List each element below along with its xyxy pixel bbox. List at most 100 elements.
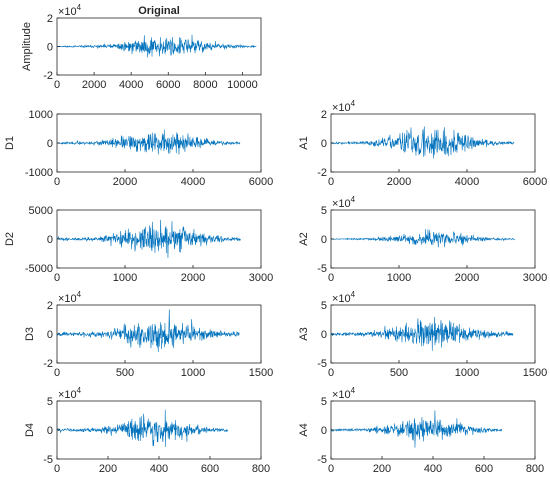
x-tick-label: 1000: [455, 367, 479, 379]
y-tick-label: 0: [321, 425, 327, 437]
y-axis-label: A4: [298, 423, 310, 436]
y-axis-label: D4: [24, 423, 36, 437]
exponent-power: 4: [351, 195, 356, 204]
y-tick-label: -5: [317, 358, 327, 370]
y-tick-label: 0: [47, 138, 53, 150]
y-tick-label: -5000: [25, 263, 53, 275]
signal-line: [330, 316, 514, 351]
exponent-power: 4: [77, 3, 82, 12]
exponent-label: ×104: [58, 290, 82, 305]
x-tick-label: 6000: [156, 79, 180, 91]
y-tick-label: -5: [317, 263, 327, 275]
y-tick-label: 0: [47, 329, 53, 341]
exponent-label: ×104: [332, 386, 356, 401]
signal-line: [330, 410, 503, 448]
y-tick-label: 2: [47, 13, 53, 25]
x-tick-label: 500: [390, 367, 408, 379]
x-tick-label: 8000: [193, 79, 217, 91]
x-tick-label: 3000: [523, 272, 547, 284]
x-tick-label: 0: [54, 367, 60, 379]
exponent-power: 4: [351, 290, 356, 299]
x-tick-label: 600: [475, 463, 493, 475]
y-tick-label: 0: [321, 138, 327, 150]
x-tick-label: 2000: [387, 176, 411, 188]
x-tick-label: 0: [328, 463, 334, 475]
y-tick-label: -5: [43, 454, 53, 466]
x-tick-label: 10000: [227, 79, 258, 91]
x-tick-label: 200: [373, 463, 391, 475]
y-tick-label: 0: [47, 425, 53, 437]
x-tick-label: 6000: [249, 176, 273, 188]
y-tick-label: 5: [321, 300, 327, 312]
chart-title: Original: [138, 5, 180, 17]
x-tick-label: 2000: [82, 79, 106, 91]
y-tick-label: 2: [47, 300, 53, 312]
y-tick-label: -2: [317, 167, 327, 179]
x-tick-label: 0: [54, 79, 60, 91]
exponent-power: 4: [351, 99, 356, 108]
x-tick-label: 1500: [249, 367, 273, 379]
signal-line: [330, 126, 515, 159]
x-tick-label: 2000: [181, 272, 205, 284]
x-tick-label: 4000: [455, 176, 479, 188]
x-tick-label: 500: [116, 367, 134, 379]
x-tick-label: 0: [54, 272, 60, 284]
x-tick-label: 0: [54, 176, 60, 188]
x-tick-label: 1500: [523, 367, 547, 379]
x-tick-label: 3000: [249, 272, 273, 284]
x-tick-label: 400: [424, 463, 442, 475]
x-tick-label: 0: [328, 272, 334, 284]
y-tick-label: 0: [47, 42, 53, 54]
y-axis-label: D2: [4, 232, 16, 246]
x-tick-label: 200: [99, 463, 117, 475]
x-tick-label: 600: [201, 463, 219, 475]
y-tick-label: -1000: [25, 167, 53, 179]
y-tick-label: 0: [321, 234, 327, 246]
x-tick-label: 2000: [113, 176, 137, 188]
y-tick-label: 1000: [29, 109, 53, 121]
exponent-label: ×104: [332, 99, 356, 114]
signal-line: [56, 129, 241, 155]
x-tick-label: 6000: [523, 176, 547, 188]
signal-line: [56, 309, 240, 353]
signal-line: [56, 409, 229, 447]
x-tick-label: 0: [328, 367, 334, 379]
y-tick-label: 5: [47, 396, 53, 408]
y-tick-label: 5000: [29, 205, 53, 217]
y-axis-label: D3: [24, 327, 36, 341]
x-tick-label: 800: [526, 463, 544, 475]
x-tick-label: 800: [252, 463, 270, 475]
y-tick-label: 5: [321, 396, 327, 408]
x-tick-label: 1000: [387, 272, 411, 284]
y-axis-label: Amplitude: [21, 22, 33, 71]
x-tick-label: 0: [328, 176, 334, 188]
exponent-power: 4: [77, 386, 82, 395]
y-tick-label: -2: [43, 70, 53, 82]
x-tick-label: 1000: [181, 367, 205, 379]
x-tick-label: 4000: [181, 176, 205, 188]
exponent-label: ×104: [58, 3, 82, 18]
y-axis-label: A1: [298, 136, 310, 149]
x-tick-label: 2000: [455, 272, 479, 284]
y-tick-label: -5: [317, 454, 327, 466]
exponent-label: ×104: [332, 195, 356, 210]
signal-line: [330, 229, 515, 248]
y-tick-label: 0: [321, 329, 327, 341]
y-axis-label: A3: [298, 327, 310, 340]
exponent-label: ×104: [332, 290, 356, 305]
y-tick-label: 0: [47, 234, 53, 246]
x-tick-label: 400: [150, 463, 168, 475]
exponent-power: 4: [351, 386, 356, 395]
exponent-label: ×104: [58, 386, 82, 401]
y-axis-label: A2: [298, 232, 310, 245]
y-tick-label: -2: [43, 358, 53, 370]
